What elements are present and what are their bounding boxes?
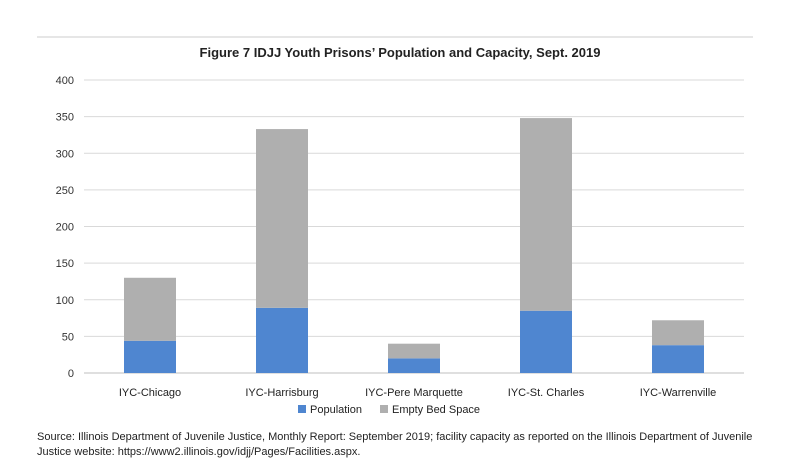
- legend-label-empty-bed-space: Empty Bed Space: [392, 404, 480, 416]
- bars: [124, 118, 704, 373]
- source-note: Source: Illinois Department of Juvenile …: [37, 431, 753, 458]
- bar-empty-bed-space-iyc-warrenville: [652, 320, 704, 346]
- bar-empty-bed-space-iyc-pere-marquette: [388, 343, 440, 359]
- gridlines: [84, 79, 744, 374]
- bar-population-iyc-st-charles: [520, 310, 572, 373]
- legend-swatch-population: [298, 405, 306, 413]
- y-tick-label: 100: [56, 295, 74, 307]
- bar-empty-bed-space-iyc-st-charles: [520, 118, 572, 311]
- legend-swatch-empty-bed-space: [380, 405, 388, 413]
- y-tick-label: 150: [56, 258, 74, 270]
- x-axis: IYC-Chicago IYC-Harrisburg IYC-Pere Marque…: [119, 387, 716, 399]
- x-tick-label: IYC-Pere Marquette: [365, 387, 463, 399]
- y-tick-label: 400: [56, 75, 74, 87]
- y-tick-label: 350: [56, 112, 74, 124]
- bar-population-iyc-pere-marquette: [388, 358, 440, 373]
- bar-empty-bed-space-iyc-chicago: [124, 277, 176, 341]
- y-tick-label: 50: [62, 331, 74, 343]
- bar-population-iyc-harrisburg: [256, 307, 308, 373]
- bar-population-iyc-warrenville: [652, 345, 704, 373]
- top-divider: [37, 36, 753, 38]
- y-tick-label: 250: [56, 185, 74, 197]
- chart-title: Figure 7 IDJJ Youth Prisons’ Population …: [200, 45, 601, 60]
- legend: Population Empty Bed Space: [298, 404, 480, 416]
- y-axis: 0 50 100 150 200 250 300 350 400: [56, 75, 74, 380]
- y-tick-label: 300: [56, 148, 74, 160]
- bar-population-iyc-chicago: [124, 340, 176, 373]
- bar-empty-bed-space-iyc-harrisburg: [256, 129, 308, 308]
- x-tick-label: IYC-Harrisburg: [245, 387, 318, 399]
- x-tick-label: IYC-Warrenville: [640, 387, 717, 399]
- y-tick-label: 0: [68, 368, 74, 380]
- x-tick-label: IYC-Chicago: [119, 387, 181, 399]
- x-tick-label: IYC-St. Charles: [508, 387, 585, 399]
- stacked-bar-chart: Figure 7 IDJJ Youth Prisons’ Population …: [56, 45, 744, 416]
- y-tick-label: 200: [56, 222, 74, 234]
- legend-label-population: Population: [310, 404, 362, 416]
